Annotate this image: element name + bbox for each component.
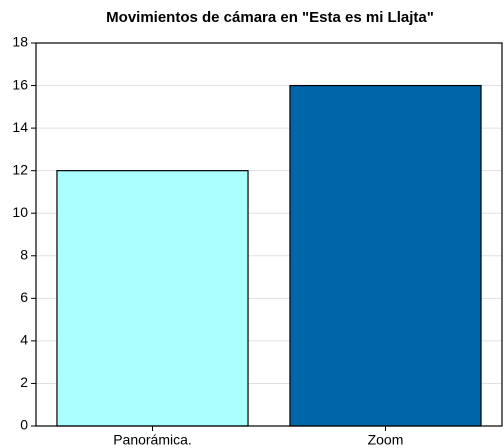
y-tick-label: 8 xyxy=(20,246,28,262)
y-tick-label: 0 xyxy=(20,417,28,433)
y-tick-label: 12 xyxy=(12,161,28,177)
plot-frame xyxy=(35,42,503,427)
x-tick-label: Panorámica. xyxy=(113,432,192,448)
bar xyxy=(56,170,249,427)
y-tick-label: 16 xyxy=(12,76,28,92)
y-tick-label: 6 xyxy=(20,289,28,305)
bar xyxy=(289,84,482,427)
y-tick-label: 2 xyxy=(20,374,28,390)
y-tick-label: 10 xyxy=(12,204,28,220)
x-tick-label: Zoom xyxy=(368,432,404,448)
y-tick-label: 14 xyxy=(12,119,28,135)
y-tick-label: 4 xyxy=(20,332,28,348)
chart-title: Movimientos de cámara en "Esta es mi Lla… xyxy=(106,9,434,26)
y-tick-label: 18 xyxy=(12,34,28,50)
